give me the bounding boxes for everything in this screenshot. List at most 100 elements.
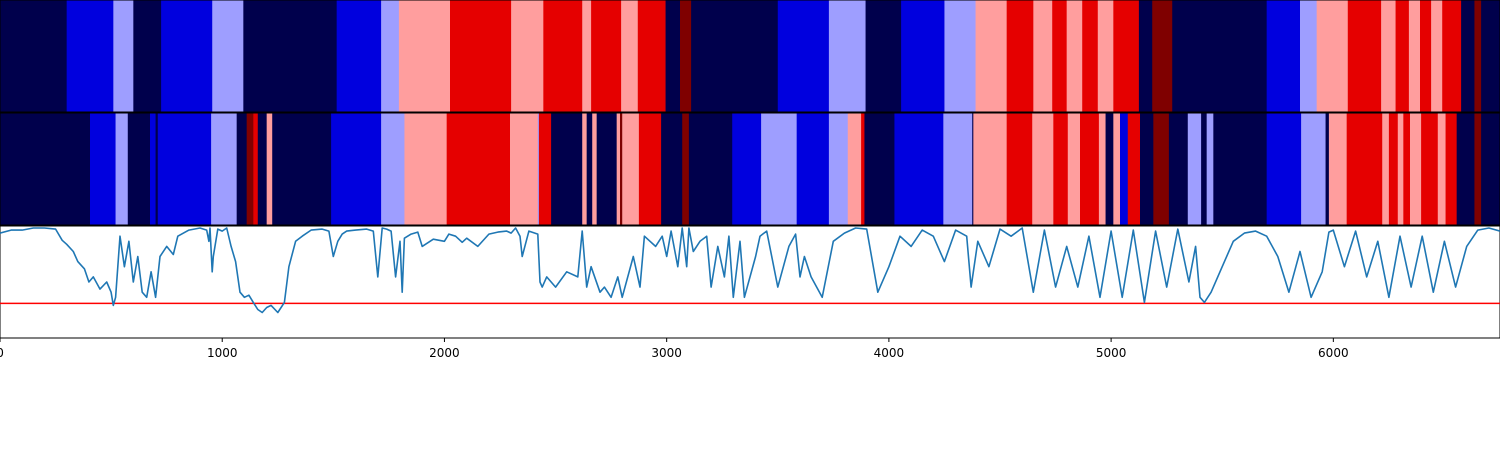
heatmap-segment <box>1474 0 1482 112</box>
heatmap-segment <box>1420 0 1432 112</box>
heatmap-segment <box>1437 113 1446 225</box>
heatmap-segment <box>115 113 129 225</box>
heatmap-segment <box>113 0 134 112</box>
heatmap-segment <box>243 0 338 112</box>
heatmap-segment <box>1152 0 1173 112</box>
heatmap-segment <box>1347 0 1382 112</box>
heatmap-segment <box>761 113 798 225</box>
heatmap-segment <box>944 0 976 112</box>
heatmap-segment <box>1481 113 1500 225</box>
heatmap-segment <box>0 113 91 225</box>
heatmap-segment <box>212 0 244 112</box>
heatmap-segment <box>1098 113 1106 225</box>
heatmap-segment <box>661 113 683 225</box>
heatmap-segment <box>596 113 618 225</box>
heatmap-segment <box>450 0 512 112</box>
heatmap-segment <box>66 0 114 112</box>
heatmap-segment <box>591 0 622 112</box>
heatmap-segment <box>621 0 639 112</box>
heatmap-segment <box>1120 113 1129 225</box>
heatmap-segment <box>1445 113 1458 225</box>
heatmap-segment <box>1082 0 1099 112</box>
heatmap-segment <box>257 113 268 225</box>
heatmap-segment <box>398 0 451 112</box>
heatmap-segment <box>1052 0 1068 112</box>
heatmap-segment <box>1172 0 1268 112</box>
heatmap-segment <box>1397 113 1404 225</box>
heatmap-segment <box>1442 0 1462 112</box>
heatmap-segment <box>688 113 733 225</box>
heatmap-track-top <box>0 0 1500 112</box>
heatmap-segment <box>586 113 593 225</box>
x-tick-label: 1000 <box>207 346 238 360</box>
heatmap-segment <box>828 113 849 225</box>
x-axis: 0 1000 2000 3000 4000 5000 6000 <box>0 338 1349 360</box>
heatmap-segment <box>157 113 212 225</box>
heatmap-segment <box>1201 113 1208 225</box>
heatmap-segment <box>943 113 973 225</box>
heatmap-segment <box>1431 0 1443 112</box>
heatmap-segment <box>1206 113 1214 225</box>
heatmap-segment <box>973 113 1008 225</box>
heatmap-segment <box>1067 113 1081 225</box>
heatmap-segment <box>1153 113 1170 225</box>
heatmap-segment <box>1300 0 1318 112</box>
x-tick-label: 3000 <box>651 346 682 360</box>
heatmap-segment <box>1346 113 1383 225</box>
heatmap-segment <box>1410 113 1422 225</box>
heatmap-segment <box>691 0 779 112</box>
heatmap-segment <box>211 113 238 225</box>
heatmap-segment <box>1032 113 1054 225</box>
heatmap-segment <box>1421 113 1439 225</box>
heatmap-segment <box>1316 0 1349 112</box>
signal-panel-frame <box>0 225 1500 339</box>
heatmap-segment <box>150 113 156 225</box>
heatmap-segment <box>796 113 830 225</box>
signal-line <box>0 227 1500 314</box>
heatmap-segment <box>620 113 623 225</box>
heatmap-segment <box>638 113 662 225</box>
heatmap-segment <box>622 113 640 225</box>
heatmap-segment <box>1381 0 1396 112</box>
heatmap-segment <box>1395 0 1410 112</box>
heatmap-segment <box>1140 113 1154 225</box>
heatmap-segment <box>864 113 895 225</box>
heatmap-segment <box>1033 0 1053 112</box>
heatmap-segment <box>1328 113 1348 225</box>
heatmap-segment <box>1481 0 1500 112</box>
heatmap-segment <box>381 113 405 225</box>
heatmap-segment <box>1168 113 1189 225</box>
heatmap-segment <box>127 113 151 225</box>
heatmap-segment <box>0 0 68 112</box>
heatmap-segment <box>665 0 681 112</box>
heatmap-segment <box>1461 0 1475 112</box>
heatmap-segment <box>1382 113 1390 225</box>
heatmap-segment <box>511 0 544 112</box>
heatmap-segment <box>975 0 1008 112</box>
heatmap-segment <box>1105 113 1114 225</box>
heatmap-segment <box>1113 0 1140 112</box>
heatmap-segment <box>537 113 540 225</box>
heatmap-segment <box>861 113 865 225</box>
heatmap-segment <box>972 113 974 225</box>
heatmap-segment <box>637 0 666 112</box>
heatmap-segment <box>828 0 866 112</box>
heatmap-segment <box>551 113 583 225</box>
heatmap-segment <box>1456 113 1475 225</box>
x-tick-label: 2000 <box>429 346 460 360</box>
heatmap-segment <box>1408 0 1421 112</box>
heatmap-segment <box>582 113 588 225</box>
heatmap-segment <box>543 0 583 112</box>
heatmap-segment <box>253 113 259 225</box>
heatmap-segment <box>236 113 248 225</box>
heatmap-segment <box>161 0 213 112</box>
heatmap-segment <box>331 113 382 225</box>
heatmap-segment <box>90 113 116 225</box>
heatmap-segment <box>865 0 902 112</box>
heatmap-segment <box>1006 113 1033 225</box>
signal-panel <box>0 225 1500 339</box>
heatmap-segment <box>1325 113 1330 225</box>
x-tick-label: 4000 <box>874 346 905 360</box>
x-tick-label: 6000 <box>1318 346 1349 360</box>
